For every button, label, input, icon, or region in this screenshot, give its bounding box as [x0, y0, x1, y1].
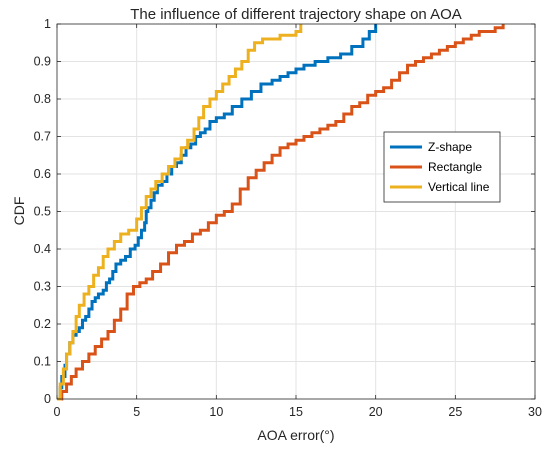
- y-tick-label: 0.8: [34, 92, 51, 106]
- legend: Z-shape Rectangle Vertical line: [383, 131, 501, 203]
- series-lines: [57, 24, 505, 401]
- series-line-z-shape: [57, 24, 378, 401]
- chart-title: The influence of different trajectory sh…: [130, 6, 462, 23]
- y-tick-label: 0: [44, 392, 51, 406]
- x-tick-label: 25: [448, 405, 462, 419]
- y-tick-label: 0.6: [34, 167, 51, 181]
- y-axis-label: CDF: [11, 197, 27, 226]
- x-axis-ticks: 0 5 10 15 20 25 30: [54, 24, 542, 419]
- legend-label-rectangle: Rectangle: [428, 160, 482, 174]
- series-line-rectangle: [57, 24, 505, 401]
- x-tick-label: 30: [528, 405, 542, 419]
- y-tick-label: 1: [44, 17, 51, 31]
- series-line-vertical-line: [57, 24, 303, 401]
- y-tick-label: 0.4: [34, 242, 51, 256]
- x-tick-label: 5: [133, 405, 140, 419]
- y-tick-label: 0.3: [34, 280, 51, 294]
- y-tick-label: 0.9: [34, 55, 51, 69]
- x-tick-label: 10: [209, 405, 223, 419]
- y-tick-label: 0.7: [34, 130, 51, 144]
- y-axis-ticks: 0 0.1 0.2 0.3 0.4 0.5 0.6 0.7 0.8 0.9 1: [34, 17, 535, 406]
- x-tick-label: 15: [289, 405, 303, 419]
- y-tick-label: 0.2: [34, 317, 51, 331]
- legend-label-vertical-line: Vertical line: [428, 180, 490, 194]
- x-tick-label: 0: [54, 405, 61, 419]
- x-tick-label: 20: [369, 405, 383, 419]
- y-tick-label: 0.1: [34, 355, 51, 369]
- x-axis-label: AOA error(°): [257, 427, 334, 443]
- legend-label-z-shape: Z-shape: [428, 140, 472, 154]
- y-tick-label: 0.5: [34, 205, 51, 219]
- grid-lines: [57, 24, 535, 399]
